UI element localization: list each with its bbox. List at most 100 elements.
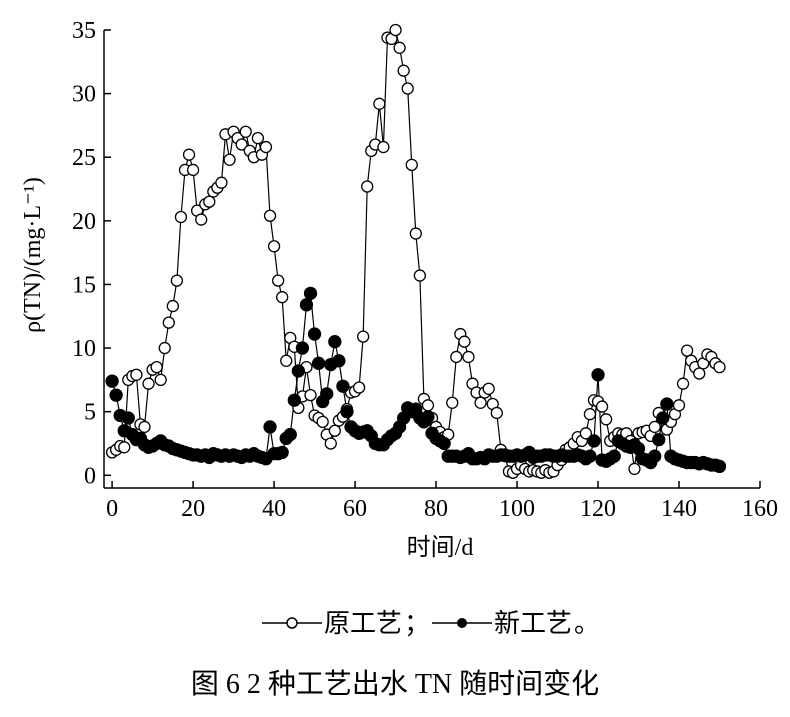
data-point [283, 427, 297, 442]
data-point [377, 140, 390, 154]
data-point [162, 316, 175, 329]
data-point [223, 153, 236, 166]
data-point [482, 382, 495, 395]
data-point [401, 82, 414, 95]
y-tick-label: 10 [72, 336, 96, 362]
data-point [352, 381, 366, 394]
data-point [174, 210, 188, 224]
data-point [299, 298, 314, 312]
data-point [259, 140, 273, 154]
data-point [235, 138, 248, 151]
data-point [182, 148, 196, 161]
data-point [357, 330, 370, 343]
y-tick-label: 25 [72, 145, 96, 171]
data-point [166, 299, 179, 313]
data-point [599, 413, 613, 426]
data-point [263, 209, 277, 222]
data-point [446, 396, 459, 409]
data-point [595, 400, 609, 413]
data-point [437, 436, 451, 451]
legend-label: 新工艺 [494, 609, 572, 638]
data-point [583, 449, 597, 463]
data-point [587, 434, 601, 448]
data-point [652, 433, 666, 447]
data-point [389, 23, 402, 37]
data-point [421, 410, 435, 424]
data-point [239, 125, 252, 138]
data-point [583, 408, 597, 421]
data-point [328, 424, 341, 437]
data-point [267, 240, 281, 253]
x-tick-label: 20 [181, 496, 205, 522]
y-tick-label: 30 [72, 82, 96, 108]
caption: 图 6 2 种工艺出水 TN 随时间变化 [191, 668, 599, 700]
data-point [409, 227, 422, 240]
data-point [287, 393, 301, 407]
data-point [170, 274, 184, 287]
data-point [263, 420, 277, 434]
x-tick-label: 160 [742, 496, 778, 522]
x-tick-label: 80 [424, 496, 448, 522]
data-point [316, 415, 329, 428]
data-point [280, 354, 293, 367]
data-point [458, 335, 471, 348]
y-tick-label: 35 [72, 18, 96, 44]
data-point [656, 411, 670, 425]
data-point [251, 131, 265, 145]
legend-marker [457, 618, 467, 628]
data-point [462, 350, 475, 364]
data-point [421, 399, 435, 412]
y-tick-label: 5 [84, 400, 96, 426]
data-point [474, 396, 487, 409]
data-point [450, 350, 463, 364]
data-point [328, 335, 342, 349]
data-point [393, 41, 406, 54]
x-axis-label: 时间/d [407, 534, 474, 561]
data-point [628, 462, 641, 476]
x-tick-label: 120 [580, 496, 616, 522]
data-point [332, 354, 346, 368]
legend-end: 。 [574, 609, 600, 638]
data-point [275, 445, 289, 460]
data-point [405, 158, 418, 172]
data-point [579, 427, 593, 440]
x-tick-label: 40 [262, 496, 286, 522]
data-point [271, 274, 285, 287]
data-point [660, 397, 674, 411]
data-point [118, 441, 131, 454]
x-tick-label: 60 [343, 496, 367, 522]
data-point [693, 367, 706, 380]
data-point [680, 344, 694, 357]
data-point [490, 406, 503, 420]
data-point [676, 377, 690, 390]
data-point [712, 459, 727, 474]
legend-marker [286, 617, 298, 629]
data-point [203, 195, 216, 208]
data-point [361, 180, 374, 193]
data-point [186, 163, 200, 177]
y-tick-label: 0 [84, 463, 96, 489]
data-point [311, 356, 326, 370]
data-point [295, 341, 310, 355]
data-point [158, 341, 171, 355]
x-tick-label: 100 [499, 496, 535, 522]
data-point [324, 437, 337, 450]
data-point [397, 64, 410, 77]
data-point [713, 360, 726, 374]
data-point [591, 368, 605, 382]
data-point [150, 360, 163, 374]
data-point [195, 213, 208, 226]
y-tick-label: 15 [72, 272, 96, 298]
x-tick-label: 0 [106, 496, 118, 522]
y-tick-label: 20 [72, 209, 96, 235]
data-point [303, 286, 318, 301]
data-point [276, 291, 289, 304]
data-point [304, 388, 317, 402]
data-point [413, 269, 427, 282]
data-point [648, 420, 661, 434]
data-point [215, 176, 228, 189]
data-point [648, 449, 662, 463]
data-point [138, 420, 151, 434]
legend-label: 原工艺 [324, 609, 402, 638]
